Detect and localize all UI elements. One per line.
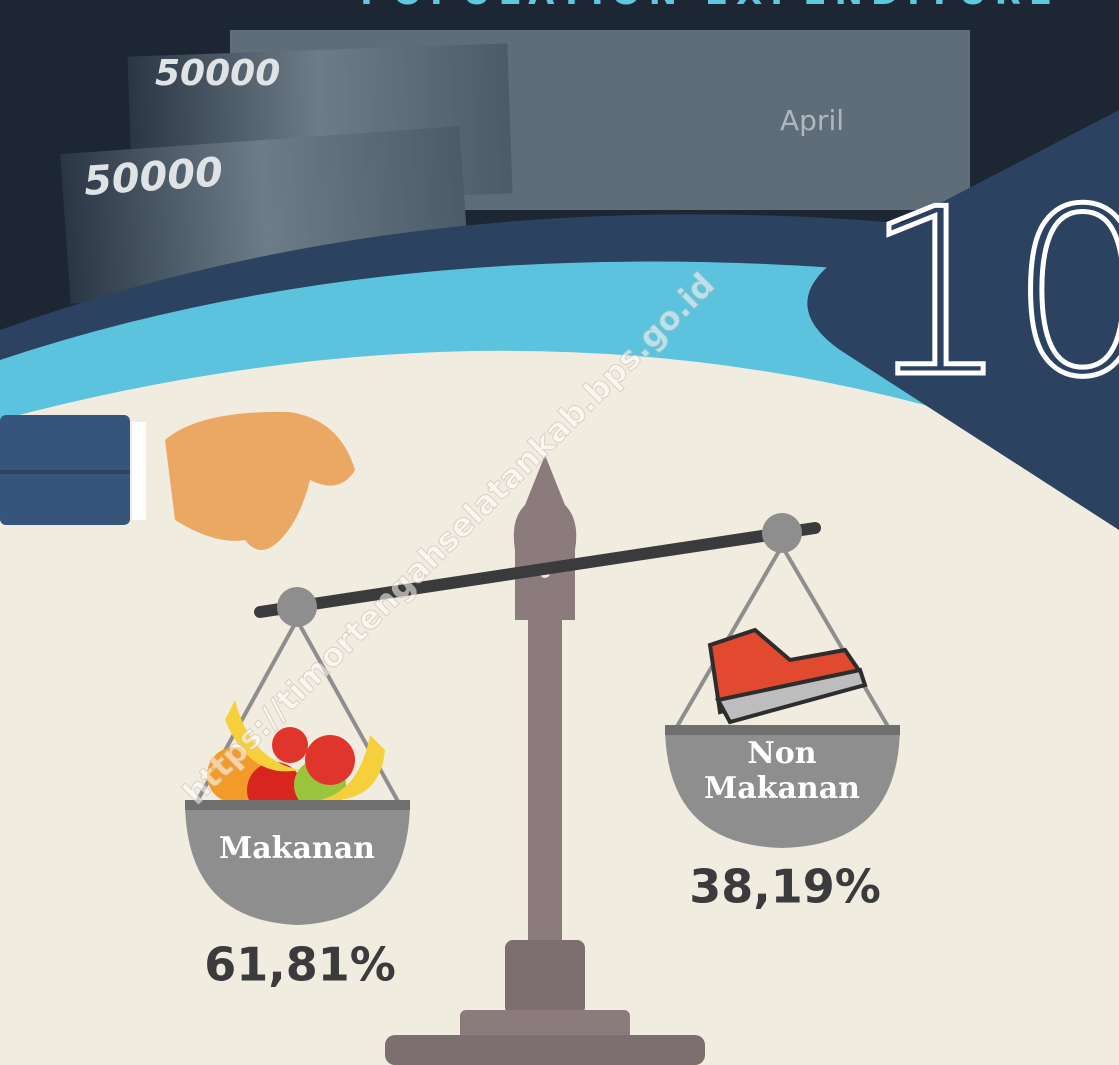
page-number: 10 [864,161,1119,428]
infographic: 50000 50000 April POPULATION EXPENDITURE… [0,0,1119,1065]
base [385,1035,705,1065]
calendar-month: April [780,104,844,137]
pan-label: Makanan [704,771,860,806]
pillar-base [505,940,585,1015]
pan-label: Non [747,736,816,771]
pan-rim [185,800,410,810]
percentage: 61,81% [204,938,396,992]
header-title: POPULATION EXPENDITURE [360,0,1060,13]
pan-rim [665,725,900,735]
sleeve-line [0,470,130,474]
banknote-text: 50000 [155,53,280,94]
cuff [132,422,146,520]
pan-label: Makanan [219,831,375,866]
percentage: 38,19% [689,860,881,914]
banknote-text: 50000 [82,149,224,205]
